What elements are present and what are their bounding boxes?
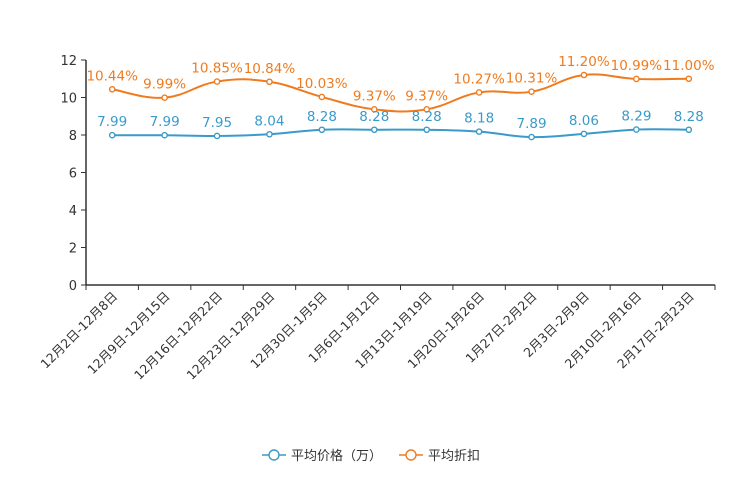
series-1 bbox=[108, 71, 693, 113]
y-tick-label: 6 bbox=[69, 167, 77, 182]
y-tick-label: 12 bbox=[60, 54, 77, 69]
legend-marker bbox=[405, 449, 417, 461]
data-point[interactable] bbox=[370, 106, 378, 113]
data-point[interactable] bbox=[370, 126, 378, 134]
data-label: 10.44% bbox=[86, 68, 138, 84]
data-point[interactable] bbox=[685, 126, 693, 134]
data-point[interactable] bbox=[685, 75, 693, 83]
y-tick-label: 0 bbox=[69, 279, 77, 294]
data-label: 7.95 bbox=[202, 115, 232, 131]
data-point[interactable] bbox=[423, 126, 431, 134]
data-point[interactable] bbox=[633, 75, 640, 83]
data-point[interactable] bbox=[580, 71, 588, 79]
series-0 bbox=[108, 126, 693, 141]
data-label: 9.37% bbox=[405, 88, 448, 104]
data-label: 7.99 bbox=[97, 114, 127, 130]
legend[interactable]: 平均价格（万） 平均折扣 bbox=[262, 448, 480, 464]
data-point[interactable] bbox=[161, 94, 168, 101]
data-point[interactable] bbox=[108, 131, 116, 139]
data-label: 8.28 bbox=[412, 109, 442, 125]
data-label: 9.37% bbox=[353, 88, 396, 104]
legend-marker bbox=[268, 449, 280, 461]
y-tick-label: 10 bbox=[60, 92, 77, 107]
legend-item-0[interactable]: 平均价格（万） bbox=[262, 448, 382, 464]
data-label: 10.31% bbox=[506, 71, 558, 87]
data-label: 10.99% bbox=[611, 58, 663, 74]
data-point[interactable] bbox=[266, 78, 273, 86]
legend-label: 平均折扣 bbox=[428, 449, 480, 464]
data-point[interactable] bbox=[475, 89, 483, 96]
data-point[interactable] bbox=[318, 93, 326, 101]
data-label: 10.85% bbox=[191, 61, 243, 77]
series-layer bbox=[108, 71, 693, 141]
data-label: 8.28 bbox=[359, 109, 389, 125]
data-label: 10.27% bbox=[453, 71, 505, 87]
data-point[interactable] bbox=[161, 131, 168, 139]
data-label: 11.00% bbox=[663, 58, 715, 74]
series-line bbox=[112, 73, 689, 113]
data-labels: 7.99 7.99 7.95 8.04 8.28 8.28 8.28 8.18 7.89 8.06… bbox=[86, 54, 714, 132]
data-point[interactable] bbox=[266, 130, 273, 138]
data-label: 8.18 bbox=[464, 111, 494, 127]
data-label: 8.06 bbox=[569, 113, 599, 129]
data-point[interactable] bbox=[213, 132, 221, 140]
legend-label: 平均价格（万） bbox=[291, 448, 382, 464]
data-point[interactable] bbox=[580, 130, 588, 138]
data-label: 7.99 bbox=[150, 114, 180, 130]
data-label: 8.29 bbox=[621, 109, 651, 125]
data-label: 11.20% bbox=[558, 54, 610, 70]
data-point[interactable] bbox=[528, 133, 535, 141]
data-point[interactable] bbox=[108, 85, 116, 93]
y-tick-label: 8 bbox=[69, 129, 77, 144]
y-tick-label: 4 bbox=[69, 204, 77, 219]
data-point[interactable] bbox=[528, 88, 535, 95]
data-point[interactable] bbox=[475, 128, 483, 135]
data-label: 10.03% bbox=[296, 76, 348, 92]
data-point[interactable] bbox=[318, 126, 326, 134]
data-label: 8.28 bbox=[674, 109, 704, 125]
y-tick-label: 2 bbox=[69, 242, 77, 257]
legend-item-1[interactable]: 平均折扣 bbox=[399, 449, 480, 464]
data-point[interactable] bbox=[423, 106, 431, 113]
x-tick-label: 12月23日-12月29日 bbox=[183, 289, 277, 383]
data-label: 9.99% bbox=[143, 77, 186, 93]
data-label: 10.84% bbox=[244, 61, 296, 77]
data-label: 7.89 bbox=[517, 116, 547, 132]
data-point[interactable] bbox=[213, 78, 221, 85]
x-tick-label: 12月16日-12月22日 bbox=[131, 289, 225, 383]
data-point[interactable] bbox=[633, 126, 640, 133]
series-line bbox=[112, 128, 689, 139]
data-label: 8.28 bbox=[307, 109, 337, 125]
data-label: 8.04 bbox=[254, 113, 284, 129]
